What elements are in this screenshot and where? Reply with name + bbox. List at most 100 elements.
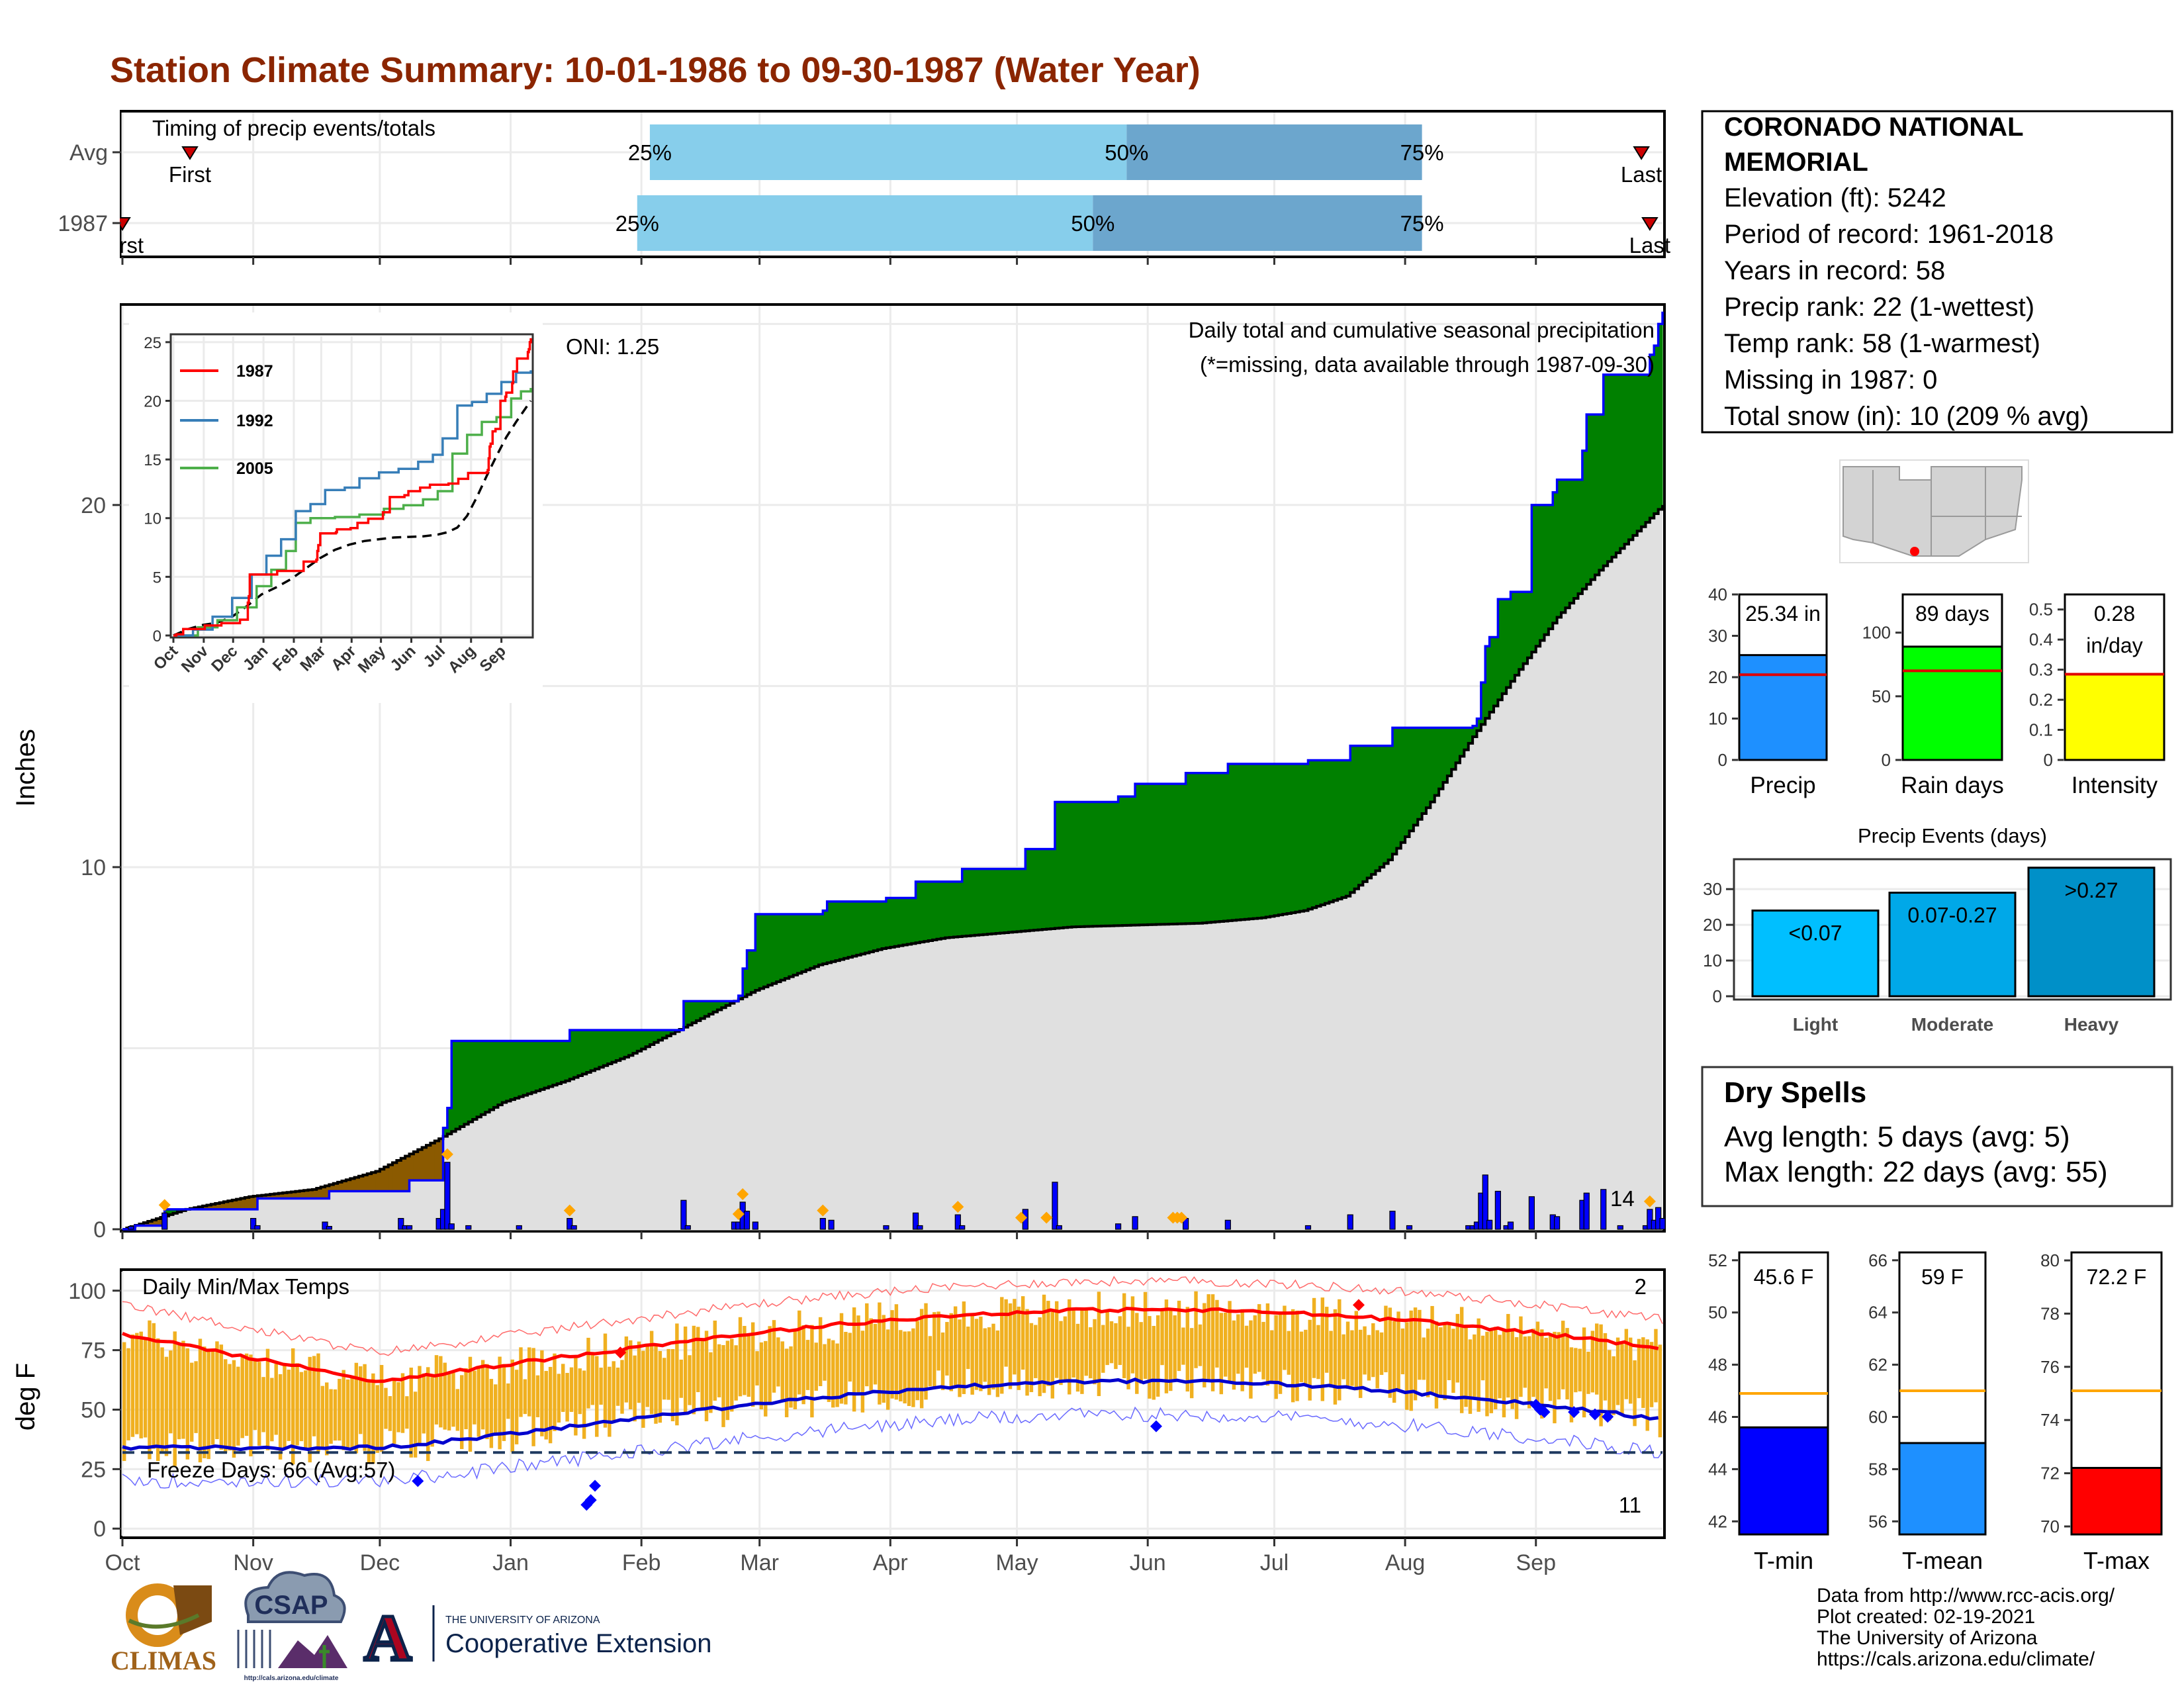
daily-temp-bar (548, 1366, 553, 1444)
below-average-fill (152, 1219, 157, 1226)
above-average-fill (1265, 764, 1271, 917)
daily-temp-bar (1068, 1299, 1071, 1395)
daily-temp-bar (388, 1396, 392, 1431)
above-average-fill (1586, 414, 1592, 585)
ua-logo-mark: A (364, 1601, 412, 1675)
above-average-fill (1493, 637, 1498, 706)
daily-temp-bar (540, 1350, 544, 1436)
temp-summary-y-tick-label: 78 (2040, 1303, 2060, 1323)
summary-y-tick-label: 0 (1882, 750, 1891, 770)
above-average-fill (945, 881, 950, 938)
above-average-fill (1392, 727, 1397, 855)
daily-temp-bar (839, 1313, 844, 1404)
above-average-fill (557, 1041, 562, 1084)
temp-summary-name: T-min (1754, 1547, 1813, 1574)
above-average-fill (1093, 802, 1098, 927)
daily-precip-bar (1554, 1216, 1561, 1230)
daily-temp-bar (257, 1362, 261, 1446)
daily-temp-bar (1261, 1321, 1265, 1380)
above-average-fill (987, 868, 992, 935)
above-average-fill (535, 1041, 541, 1092)
daily-temp-bar (949, 1313, 953, 1391)
daily-temp-bar (160, 1347, 164, 1452)
daily-temp-bar (658, 1350, 662, 1423)
timing-pct-label: 75% (1400, 211, 1444, 236)
above-average-fill (1143, 784, 1148, 925)
station-precip-rank: Precip rank: 22 (1-wettest) (1724, 293, 2034, 322)
below-average-fill (341, 1181, 347, 1192)
events-bar-Heavy (2027, 867, 2156, 998)
above-average-fill (1274, 764, 1279, 916)
temp-summary-y-tick-label: 52 (1708, 1250, 1727, 1270)
daily-temp-bar (156, 1338, 160, 1462)
daily-temp-bar (422, 1373, 426, 1434)
above-average-fill (1329, 760, 1334, 902)
events-y-tick-label: 20 (1703, 915, 1722, 935)
daily-temp-bar (1071, 1309, 1075, 1378)
daily-precip-bar (684, 1225, 691, 1230)
above-average-fill (1084, 802, 1089, 927)
daily-temp-bar (519, 1347, 523, 1417)
daily-precip-bar (1659, 1217, 1666, 1230)
daily-temp-bar (789, 1346, 793, 1408)
daily-temp-bar (865, 1303, 869, 1387)
dry-spells-box: Dry Spells Avg length: 5 days (avg: 5) M… (1701, 1066, 2173, 1207)
above-average-fill (958, 881, 963, 937)
below-average-fill (363, 1174, 368, 1192)
inset-y-tick-label: 25 (144, 334, 161, 352)
above-average-fill (1459, 727, 1465, 757)
above-average-fill (603, 1030, 608, 1066)
summary-y-tick-label: 10 (1708, 709, 1727, 729)
above-average-fill (670, 1030, 676, 1034)
above-average-fill (1371, 745, 1377, 874)
above-average-fill (848, 901, 853, 958)
below-average-fill (375, 1171, 381, 1192)
daily-temp-bar (1034, 1325, 1038, 1378)
daily-temp-bar (899, 1330, 903, 1402)
above-average-fill (1148, 784, 1153, 925)
above-average-fill (805, 914, 811, 970)
above-average-fill (991, 868, 997, 934)
above-average-fill (649, 1030, 655, 1045)
daily-temp-bar (1405, 1322, 1409, 1410)
above-average-fill (1396, 727, 1402, 849)
above-average-fill (1164, 784, 1169, 925)
summary-y-tick-label: 0.2 (2029, 690, 2053, 710)
daily-temp-bar (835, 1343, 839, 1407)
daily-temp-bar (480, 1360, 485, 1430)
daily-temp-bar (308, 1356, 312, 1463)
daily-temp-bar (1586, 1351, 1590, 1394)
below-average-fill (329, 1184, 334, 1192)
station-name-line2: MEMORIAL (1724, 148, 1868, 177)
station-missing: Missing in 1987: 0 (1724, 365, 1937, 395)
daily-temp-bar (341, 1370, 345, 1450)
footer-line-4: https://cals.arizona.edu/climate/ (1817, 1648, 2095, 1670)
above-average-fill (1130, 796, 1136, 925)
above-average-fill (983, 868, 988, 935)
temp-panel: 0 25 50 75 100 Daily Min/Max Temps Freeze Da… (11, 1268, 1666, 1542)
above-average-fill (1375, 745, 1381, 871)
daily-precip-bar (959, 1225, 966, 1230)
above-average-fill (1177, 784, 1182, 924)
daily-temp-bar (1413, 1307, 1418, 1401)
above-average-fill (599, 1030, 604, 1068)
daily-temp-bar (1345, 1321, 1350, 1389)
above-average-fill (1477, 718, 1482, 731)
daily-precip-bar (567, 1217, 573, 1230)
daily-precip-bar (1224, 1219, 1231, 1230)
above-average-fill (953, 881, 958, 937)
above-average-fill (574, 1030, 579, 1078)
daily-temp-bar (253, 1358, 257, 1430)
above-average-fill (502, 1041, 507, 1103)
inset-legend-label: 2005 (236, 459, 273, 478)
below-average-fill (379, 1169, 385, 1192)
daily-temp-bar (265, 1348, 270, 1450)
summary-y-tick-label: 20 (1708, 667, 1727, 687)
daily-temp-bar (1004, 1299, 1008, 1367)
daily-temp-bar (1203, 1303, 1206, 1387)
record-high-marker (1352, 1299, 1365, 1311)
above-average-fill (1122, 796, 1127, 926)
above-average-fill (1519, 592, 1524, 670)
timing-left-mask (0, 113, 120, 257)
events-category-label: Heavy (2064, 1014, 2119, 1035)
